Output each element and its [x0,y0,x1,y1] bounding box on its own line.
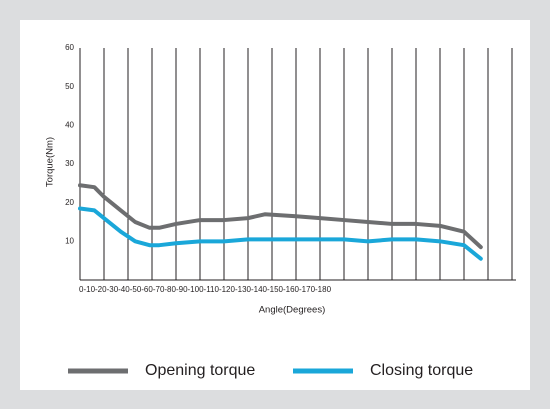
y-tick-label: 50 [65,82,74,91]
y-tick-label: 10 [65,236,74,245]
x-tick-labels: 0-10-20-30-40-50-60-70-80-90-100-110-120… [79,285,332,294]
panel [20,20,530,390]
data-line [78,183,483,250]
data-line [78,206,483,261]
y-tick-label: 20 [65,198,74,207]
y-tick-label: 30 [65,159,74,168]
y-tick-label: 60 [65,43,74,52]
x-axis-label: Angle(Degrees) [259,305,326,316]
legend-label: Opening torque [145,362,255,379]
legend-label: Closing torque [370,362,473,379]
y-axis-label: Torque(Nm) [45,137,56,187]
y-tick-label: 40 [65,120,74,129]
